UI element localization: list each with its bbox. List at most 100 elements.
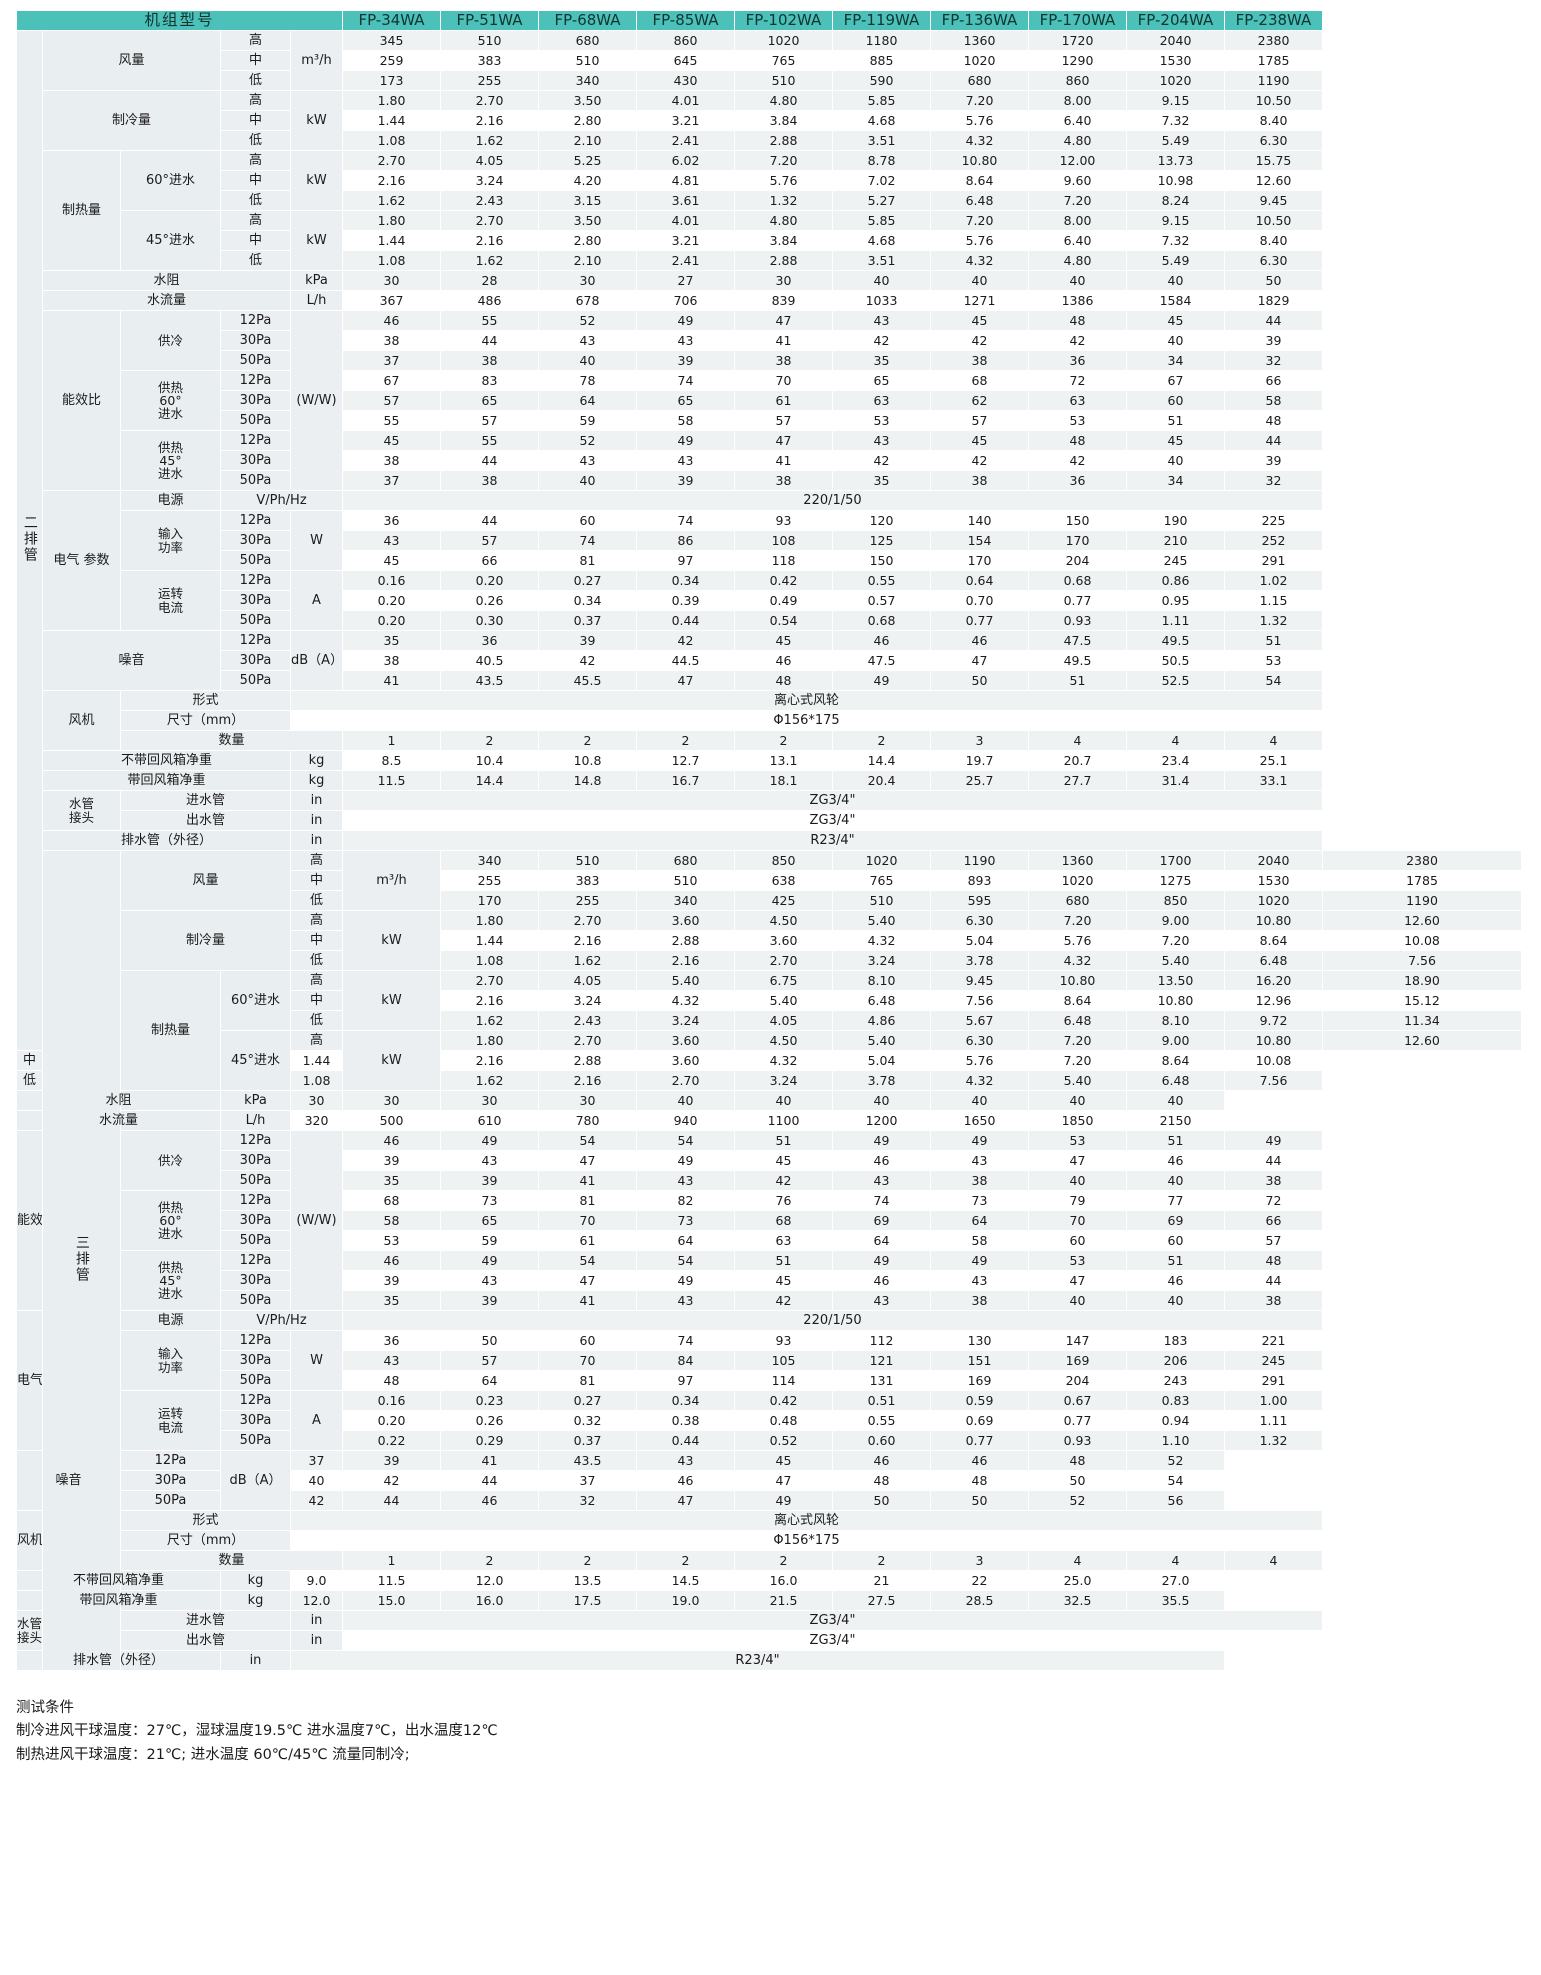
data-cell: 5.49 bbox=[1126, 250, 1225, 271]
weight-no-box-row: 不带回风箱净重 kg 8.5 10.4 10.8 12.7 13.1 14.4 19.7 20.7… bbox=[17, 750, 1522, 771]
eer-row: 供热 45° 进水 12Pa 45 55 52 49 47 43 45 48 45 44 bbox=[17, 430, 1522, 491]
noise-row: 50Pa 42 44 46 32 47 49 50 50 52 56 bbox=[17, 1490, 1522, 1511]
data-cell: 291 bbox=[1224, 550, 1323, 571]
data-cell: 42 bbox=[1028, 450, 1127, 471]
specification-table: 机组型号 FP-34WA FP-51WA FP-68WA FP-85WA FP-102WA… bbox=[16, 10, 1522, 1671]
data-cell: 680 bbox=[538, 30, 637, 51]
data-cell: 2.10 bbox=[538, 130, 637, 151]
water-flow-row: 水流量 L/h 367 486 678 706 839 1033 1271 1386 1584 182… bbox=[17, 290, 1522, 311]
data-cell: 0.44 bbox=[636, 610, 735, 631]
data-cell: 44 bbox=[440, 510, 539, 531]
data-cell: 20.7 bbox=[1028, 750, 1127, 771]
data-cell: 43 bbox=[832, 1170, 931, 1191]
data-cell: 46 bbox=[832, 1270, 931, 1291]
data-cell: 49 bbox=[636, 1150, 735, 1171]
data-cell: 1360 bbox=[930, 30, 1029, 51]
data-cell: 183 bbox=[1126, 1330, 1225, 1351]
data-cell: 49 bbox=[832, 670, 931, 691]
data-cell: 38 bbox=[1224, 1290, 1323, 1311]
electrical-label: 电气 参数 bbox=[42, 490, 121, 631]
data-cell: 48 bbox=[342, 1370, 441, 1391]
data-cell: 9.15 bbox=[1126, 210, 1225, 231]
data-cell: 150 bbox=[1028, 510, 1127, 531]
data-cell: 430 bbox=[636, 70, 735, 91]
data-cell: 70 bbox=[1028, 1210, 1127, 1231]
data-cell: 73 bbox=[440, 1190, 539, 1211]
heating-heat45-low-label: 低 bbox=[16, 1070, 43, 1091]
data-cell: 69 bbox=[1126, 1210, 1225, 1231]
data-cell: 35.5 bbox=[1126, 1590, 1225, 1611]
data-cell: 39 bbox=[636, 470, 735, 491]
data-cell: 5.49 bbox=[1126, 130, 1225, 151]
data-cell: 345 bbox=[342, 30, 441, 51]
data-cell: 40 bbox=[1028, 1090, 1127, 1111]
electrical-label: 电气 参数 bbox=[16, 1310, 43, 1451]
eer-heat60-label: 供热 60° 进水 bbox=[120, 370, 221, 431]
model-column-header-7: FP-170WA bbox=[1028, 10, 1127, 31]
data-cell: 11.5 bbox=[342, 770, 441, 791]
data-cell: 0.42 bbox=[734, 570, 833, 591]
drain-pipe-row: 排水管（外径） in R23/4" bbox=[17, 830, 1522, 851]
data-cell: 30 bbox=[440, 1090, 539, 1111]
data-cell: 500 bbox=[342, 1110, 441, 1131]
noise-p12-label: 12Pa bbox=[120, 1450, 221, 1471]
data-cell: 47 bbox=[636, 670, 735, 691]
fan-type-label: 形式 bbox=[120, 690, 291, 711]
data-cell: 765 bbox=[734, 50, 833, 71]
data-cell: 47 bbox=[1028, 1270, 1127, 1291]
data-cell: 1785 bbox=[1322, 870, 1522, 891]
data-cell: 131 bbox=[832, 1370, 931, 1391]
data-cell: 5.67 bbox=[930, 1010, 1029, 1031]
data-cell: 46 bbox=[832, 1150, 931, 1171]
data-cell: 0.94 bbox=[1126, 1410, 1225, 1431]
data-cell: 68 bbox=[734, 1210, 833, 1231]
model-column-header-9: FP-238WA bbox=[1224, 10, 1323, 31]
eer-heat60-p12-label: 12Pa bbox=[220, 1190, 291, 1211]
outlet-pipe-row: 出水管 in ZG3/4" bbox=[17, 810, 1522, 831]
data-cell: 83 bbox=[440, 370, 539, 391]
data-cell: 46 bbox=[734, 650, 833, 671]
heating-heat60-mid-label: 中 bbox=[220, 170, 291, 191]
input-power-unit: W bbox=[290, 1330, 343, 1391]
eer-heat60-label: 供热 60° 进水 bbox=[120, 1190, 221, 1251]
data-cell: 140 bbox=[930, 510, 1029, 531]
data-cell: 39 bbox=[440, 1290, 539, 1311]
data-cell: 150 bbox=[832, 550, 931, 571]
input-power-row: 输入 功率 12Pa W 36 50 60 74 93 112 130 147 183 221 bbox=[17, 1330, 1522, 1391]
heating-heat45-mid-label: 中 bbox=[220, 230, 291, 251]
data-cell: 130 bbox=[930, 1330, 1029, 1351]
data-cell: 2.16 bbox=[636, 950, 735, 971]
data-cell: 2.70 bbox=[440, 210, 539, 231]
data-cell: 0.34 bbox=[636, 1390, 735, 1411]
data-cell: 1190 bbox=[1322, 890, 1522, 911]
data-cell: 66 bbox=[1224, 370, 1323, 391]
data-cell: 45 bbox=[930, 430, 1029, 451]
data-cell: 0.93 bbox=[1028, 610, 1127, 631]
data-cell: 3.60 bbox=[636, 910, 735, 931]
data-cell: 1360 bbox=[1028, 850, 1127, 871]
data-cell: 0.86 bbox=[1126, 570, 1225, 591]
data-cell: 3.50 bbox=[538, 90, 637, 111]
data-cell: 65 bbox=[636, 390, 735, 411]
eer-heat45-label: 供热 45° 进水 bbox=[120, 1250, 221, 1311]
input-power-row: 50Pa 45 66 81 97 118 150 170 204 245 291 bbox=[17, 550, 1522, 571]
data-cell: 7.56 bbox=[1224, 1070, 1323, 1091]
data-cell: 3.21 bbox=[636, 230, 735, 251]
data-cell: 43 bbox=[930, 1150, 1029, 1171]
data-cell: 38 bbox=[930, 1170, 1029, 1191]
data-cell: 5.40 bbox=[1126, 950, 1225, 971]
data-cell: 25.0 bbox=[1028, 1570, 1127, 1591]
data-cell: 4.32 bbox=[832, 930, 931, 951]
data-cell: 74 bbox=[538, 530, 637, 551]
data-cell: 0.57 bbox=[832, 590, 931, 611]
data-cell: 2 bbox=[636, 1550, 735, 1571]
noise-p12-label: 12Pa bbox=[220, 630, 291, 651]
data-cell: 3 bbox=[930, 1550, 1029, 1571]
heating-heat60-label: 60°进水 bbox=[120, 150, 221, 211]
data-cell: 51 bbox=[1224, 630, 1323, 651]
data-cell: 43.5 bbox=[538, 1450, 637, 1471]
data-cell: 37 bbox=[342, 470, 441, 491]
data-cell: 8.64 bbox=[1028, 990, 1127, 1011]
heating-row: 45°进水高 kW 1.80 2.70 3.50 4.01 4.80 5.85 7.20 8.00… bbox=[17, 210, 1522, 271]
